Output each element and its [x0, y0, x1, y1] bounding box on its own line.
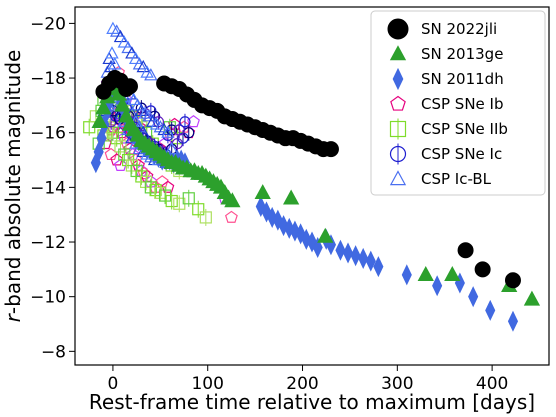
y-tick-label: −18 [30, 69, 66, 89]
point-csp-sne-ib [110, 153, 124, 166]
x-tick-label: 100 [191, 374, 223, 394]
point-csp-ic-bl [121, 40, 135, 54]
legend-label-csp-ic-bl: CSP Ic-BL [421, 170, 492, 188]
point-sn-2022jli [322, 141, 339, 158]
point-csp-ic-bl [108, 57, 122, 70]
point-csp-sne-ic [179, 116, 191, 128]
point-csp-sne-ib [114, 158, 127, 171]
point-sn-2013ge [317, 227, 334, 243]
point-sn-2013ge [444, 266, 461, 282]
y-tick-label: −14 [30, 178, 66, 198]
point-sn-2011dh [468, 286, 479, 308]
y-axis-title-italic: r [1, 312, 25, 322]
data-points [83, 21, 541, 332]
y-tick-label: −12 [30, 233, 66, 253]
x-tick-label: 200 [286, 374, 318, 394]
x-axis: 0 100 200 300 400 [108, 365, 508, 394]
legend-entry-csp-ic-bl: CSP Ic-BL [389, 170, 492, 188]
legend-entry-csp-sne-ic: CSP SNe Ic [389, 143, 502, 165]
legend-entry-csp-sne-ib: CSP SNe Ib [390, 95, 504, 113]
point-sn-2011dh [401, 264, 412, 286]
x-tick-label: 300 [381, 374, 413, 394]
point-sn-2011dh [342, 242, 354, 264]
x-axis-title: Rest-frame time relative to maximum [day… [89, 390, 535, 414]
y-tick-label: −10 [30, 288, 66, 308]
point-csp-sne-ib [225, 210, 238, 223]
point-sn-2011dh [335, 239, 346, 261]
point-csp-ic-bl [113, 29, 128, 43]
series-sn-2022jli [95, 70, 521, 289]
point-csp-ic-bl [127, 92, 141, 106]
point-sn-2022jli [474, 261, 491, 278]
plot-frame [74, 6, 550, 366]
legend-label-csp-sne-iib: CSP SNe IIb [421, 120, 508, 138]
legend-label-sn-2022jli: SN 2022jli [421, 20, 497, 38]
point-sn-2011dh [373, 256, 384, 278]
point-sn-2011dh [485, 299, 496, 321]
point-sn-2013ge [417, 266, 434, 282]
point-csp-ic-bl [142, 109, 156, 122]
point-csp-ic-bl [144, 68, 158, 81]
y-tick-label: −20 [30, 14, 66, 34]
point-csp-ic-bl [110, 24, 124, 37]
legend-marker-csp-sne-ib [390, 95, 406, 111]
point-sn-2013ge [254, 184, 271, 200]
point-csp-sne-ic [173, 124, 185, 136]
y-axis-title-rest: -band absolute magnitude [1, 50, 25, 314]
point-csp-ic-bl [117, 35, 132, 48]
y-tick-label: −8 [41, 342, 66, 362]
point-sn-2013ge [91, 113, 108, 129]
point-sn-2013ge [95, 99, 112, 115]
y-axis: −20 −18 −16 −14 −12 −10 −8 [30, 14, 75, 362]
legend-label-csp-sne-ic: CSP SNe Ic [421, 145, 502, 163]
point-sn-2011dh [432, 275, 443, 297]
point-csp-sne-ib [158, 136, 172, 150]
point-sn-2011dh [312, 236, 323, 259]
legend: SN 2022jli SN 2013ge SN 2011dh CSP SNe Ib CS… [370, 10, 546, 196]
y-axis-title: r-band absolute magnitude [1, 50, 25, 323]
point-sn-2013ge [523, 290, 541, 306]
legend-entry-sn-2011dh: SN 2011dh [392, 67, 504, 91]
legend-box [370, 10, 546, 196]
legend-label-sn-2011dh: SN 2011dh [421, 70, 504, 88]
point-csp-ic-bl [161, 125, 175, 138]
point-csp-ic-bl [130, 98, 145, 111]
point-sn-2013ge [114, 96, 131, 112]
point-csp-ic-bl [125, 46, 139, 59]
point-sn-2013ge [283, 189, 300, 205]
legend-entry-csp-sne-iib: CSP SNe IIb [389, 118, 508, 140]
point-sn-2013ge [224, 192, 241, 208]
y-tick-label: −16 [30, 124, 66, 144]
point-csp-sne-ib [161, 180, 175, 193]
legend-marker-csp-ic-bl [389, 170, 407, 186]
legend-label-csp-sne-ib: CSP SNe Ib [421, 95, 504, 113]
point-sn-2022jli [504, 272, 521, 289]
legend-entry-sn-2022jli: SN 2022jli [387, 18, 497, 40]
point-sn-2011dh [365, 250, 376, 272]
point-sn-2011dh [507, 310, 519, 332]
point-csp-ic-bl [128, 51, 143, 65]
x-tick-label: 0 [108, 374, 119, 394]
legend-marker-sn-2013ge [389, 45, 407, 61]
point-csp-ic-bl [136, 59, 150, 73]
legend-entry-sn-2013ge: SN 2013ge [389, 45, 503, 63]
point-sn-2022jli [121, 78, 138, 95]
legend-marker-sn-2022jli [387, 18, 409, 40]
point-sn-2011dh [358, 247, 369, 269]
point-sn-2011dh [350, 245, 361, 267]
legend-marker-csp-sne-ic [389, 145, 407, 163]
series-sn-2013ge [91, 80, 541, 306]
point-csp-ic-bl [105, 46, 119, 59]
legend-marker-sn-2011dh [392, 67, 404, 91]
point-sn-2022jli [457, 242, 474, 259]
x-tick-label: 400 [476, 374, 508, 394]
legend-label-sn-2013ge: SN 2013ge [421, 45, 503, 63]
